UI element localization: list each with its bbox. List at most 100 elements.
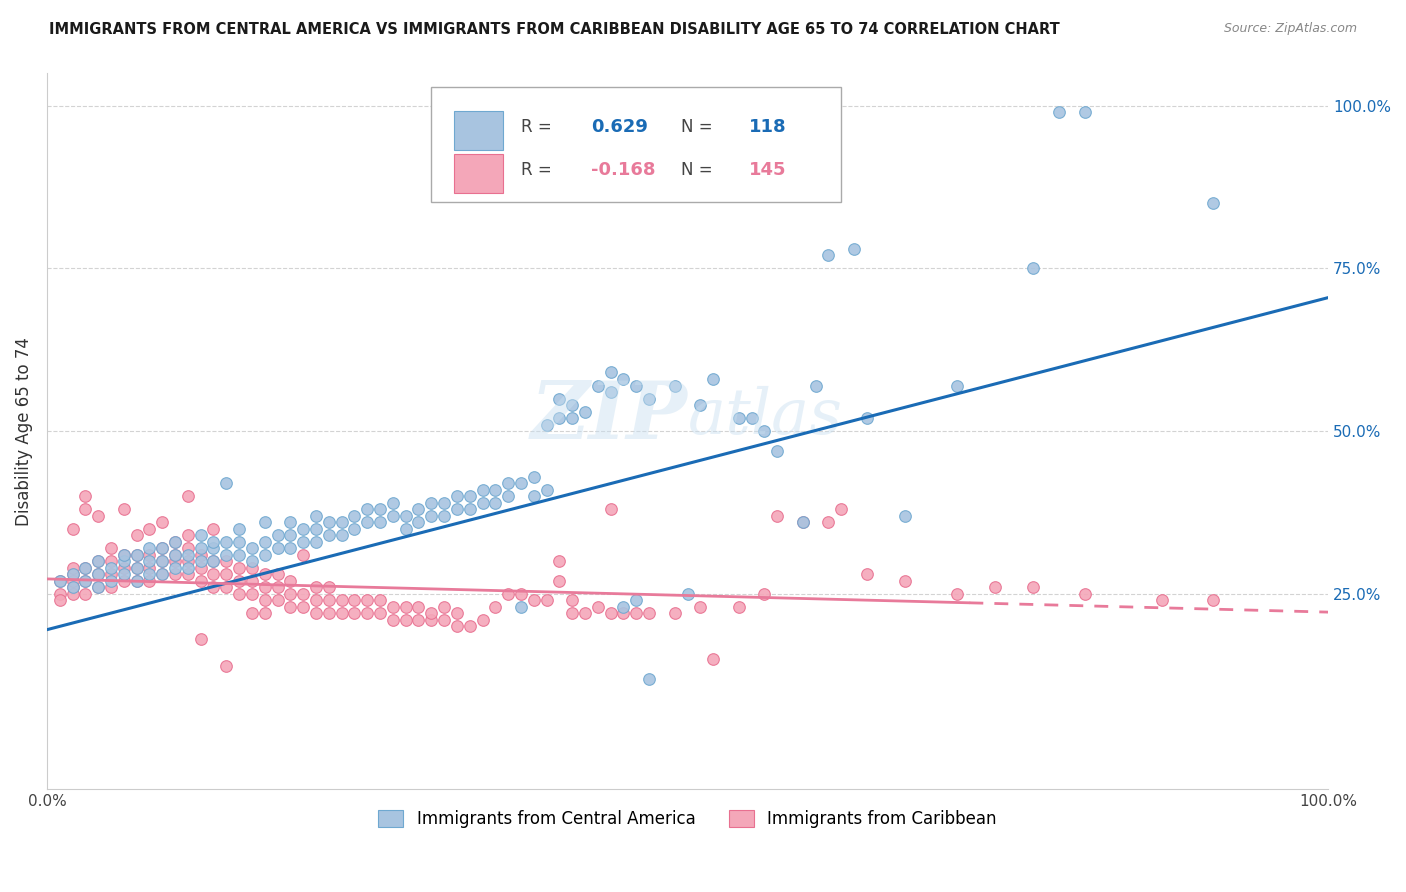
Point	[523, 489, 546, 503]
Point	[87, 567, 110, 582]
Point	[190, 574, 212, 588]
Point	[215, 567, 238, 582]
Point	[586, 378, 609, 392]
Point	[112, 574, 135, 588]
Bar	[454, 111, 503, 150]
Point	[202, 522, 225, 536]
Point	[240, 554, 263, 568]
Point	[484, 496, 506, 510]
Point	[433, 508, 456, 523]
Point	[125, 561, 148, 575]
Point	[395, 522, 418, 536]
Point	[253, 607, 276, 621]
Point	[458, 619, 481, 633]
Point	[112, 548, 135, 562]
Point	[689, 599, 711, 614]
Point	[138, 567, 160, 582]
Point	[330, 607, 353, 621]
Point	[112, 567, 135, 582]
Point	[792, 515, 814, 529]
Point	[278, 587, 301, 601]
Point	[599, 502, 621, 516]
Text: R =: R =	[522, 118, 557, 136]
Point	[945, 378, 967, 392]
Point	[138, 561, 160, 575]
Legend: Immigrants from Central America, Immigrants from Caribbean: Immigrants from Central America, Immigra…	[371, 803, 1004, 835]
Point	[163, 534, 186, 549]
Point	[318, 607, 340, 621]
Point	[125, 561, 148, 575]
Point	[894, 508, 917, 523]
Point	[100, 541, 122, 556]
Point	[215, 580, 238, 594]
Point	[177, 567, 200, 582]
Point	[177, 528, 200, 542]
Point	[228, 522, 250, 536]
Point	[561, 411, 583, 425]
Point	[75, 561, 97, 575]
Point	[702, 372, 724, 386]
Point	[830, 502, 852, 516]
Point	[343, 607, 366, 621]
Point	[305, 534, 328, 549]
Point	[202, 580, 225, 594]
Point	[177, 541, 200, 556]
Point	[202, 554, 225, 568]
Point	[330, 515, 353, 529]
Point	[138, 548, 160, 562]
Point	[253, 548, 276, 562]
Point	[599, 607, 621, 621]
Point	[75, 489, 97, 503]
Point	[177, 561, 200, 575]
Point	[305, 580, 328, 594]
Point	[292, 522, 315, 536]
Point	[163, 561, 186, 575]
Point	[408, 515, 430, 529]
Point	[458, 502, 481, 516]
Point	[548, 574, 571, 588]
Point	[75, 502, 97, 516]
Point	[792, 515, 814, 529]
Point	[446, 502, 468, 516]
Point	[945, 587, 967, 601]
Point	[48, 574, 70, 588]
Point	[125, 548, 148, 562]
Point	[278, 541, 301, 556]
Point	[804, 378, 827, 392]
Point	[368, 515, 391, 529]
Point	[75, 561, 97, 575]
Point	[240, 574, 263, 588]
Point	[1073, 105, 1095, 120]
Point	[75, 574, 97, 588]
Point	[292, 534, 315, 549]
Point	[125, 548, 148, 562]
Point	[754, 587, 776, 601]
Point	[523, 593, 546, 607]
Point	[408, 502, 430, 516]
Point	[471, 483, 494, 497]
Point	[190, 561, 212, 575]
Point	[727, 411, 749, 425]
Point	[62, 561, 84, 575]
Point	[727, 599, 749, 614]
Point	[510, 587, 533, 601]
Point	[48, 593, 70, 607]
Point	[163, 548, 186, 562]
Point	[292, 599, 315, 614]
Text: 0.629: 0.629	[592, 118, 648, 136]
Point	[856, 567, 879, 582]
Point	[510, 476, 533, 491]
Point	[561, 398, 583, 412]
Text: IMMIGRANTS FROM CENTRAL AMERICA VS IMMIGRANTS FROM CARIBBEAN DISABILITY AGE 65 T: IMMIGRANTS FROM CENTRAL AMERICA VS IMMIG…	[49, 22, 1060, 37]
Point	[87, 580, 110, 594]
Point	[266, 528, 288, 542]
Point	[215, 534, 238, 549]
Point	[150, 554, 173, 568]
Point	[125, 574, 148, 588]
Text: N =: N =	[681, 161, 718, 178]
Point	[292, 548, 315, 562]
Point	[766, 443, 789, 458]
Point	[190, 541, 212, 556]
Point	[638, 392, 661, 406]
Point	[1073, 587, 1095, 601]
